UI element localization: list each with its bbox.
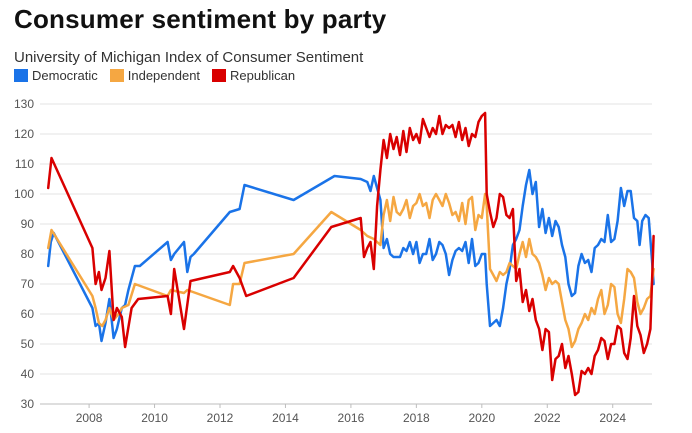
legend-item-republican[interactable]: Republican (212, 68, 295, 83)
x-axis: 2008 2010 2012 2014 2016 2018 2020 2022 2024 (76, 404, 626, 425)
series-line-democratic[interactable] (46, 168, 655, 343)
grid-lines (40, 103, 652, 405)
x-tick-label: 2010 (141, 411, 168, 425)
y-tick-label: 90 (21, 217, 35, 231)
y-tick-label: 30 (21, 397, 35, 411)
series-line-republican[interactable] (46, 111, 655, 397)
y-tick-label: 120 (14, 127, 34, 141)
y-tick-label: 60 (21, 307, 35, 321)
legend: Democratic Independent Republican (14, 68, 307, 83)
chart-subtitle: University of Michigan Index of Consumer… (14, 49, 364, 66)
x-tick-label: 2024 (599, 411, 626, 425)
legend-swatch-democratic (14, 69, 28, 82)
chart-title: Consumer sentiment by party (14, 4, 387, 34)
x-tick-label: 2022 (534, 411, 561, 425)
y-tick-label: 40 (21, 367, 35, 381)
x-tick-label: 2014 (272, 411, 299, 425)
legend-swatch-republican (212, 69, 227, 82)
y-tick-label: 70 (21, 277, 35, 291)
x-tick-label: 2020 (468, 411, 495, 425)
y-tick-label: 50 (21, 337, 35, 351)
legend-label-republican: Republican (230, 68, 296, 83)
y-tick-label: 110 (15, 157, 34, 171)
legend-label-independent: Independent (127, 68, 201, 83)
x-tick-label: 2018 (403, 411, 430, 425)
y-tick-label: 130 (14, 97, 34, 111)
legend-label-democratic: Democratic (32, 68, 98, 83)
legend-item-independent[interactable]: Independent (109, 68, 201, 83)
legend-swatch-independent (109, 69, 124, 82)
y-tick-label: 100 (14, 187, 34, 201)
x-tick-label: 2016 (338, 411, 365, 425)
y-tick-label: 80 (21, 247, 35, 261)
y-axis: 30 40 50 60 70 80 90 100 110 120 130 (14, 97, 34, 411)
legend-item-democratic[interactable]: Democratic (14, 68, 98, 83)
x-tick-label: 2008 (76, 411, 103, 425)
series-lines (46, 111, 655, 397)
series-line-independent[interactable] (46, 192, 655, 349)
x-tick-label: 2012 (207, 411, 234, 425)
